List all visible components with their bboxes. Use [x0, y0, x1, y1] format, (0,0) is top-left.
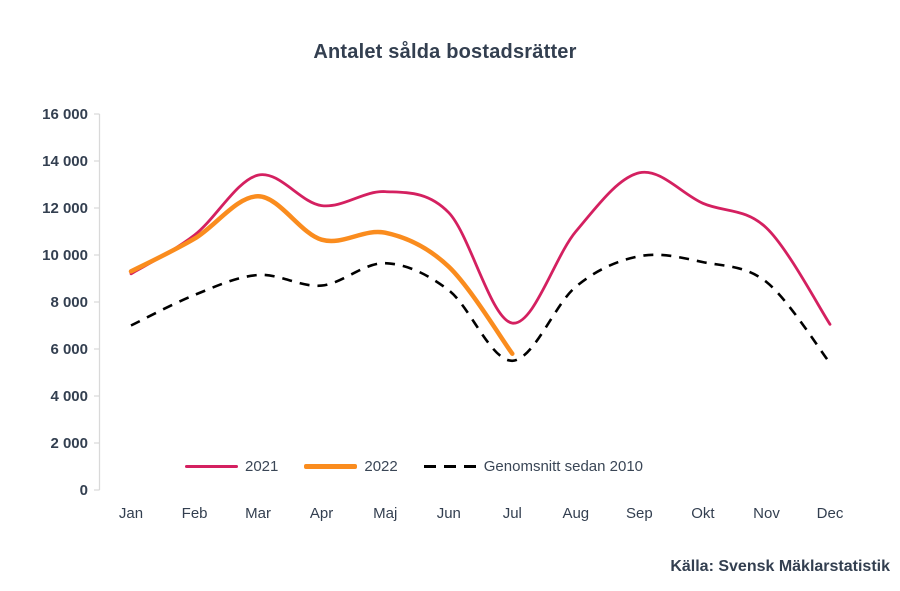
x-tick-label: Maj [373, 505, 397, 522]
x-tick-label: Jun [437, 505, 461, 522]
x-tick-label: Sep [626, 505, 653, 522]
y-tick-label: 4 000 [50, 388, 88, 405]
y-axis-labels: 0 2 000 4 000 6 000 8 000 10 000 12 000 14 000 1… [42, 106, 88, 499]
chart-legend: 2021 2022 Genomsnitt sedan 2010 [185, 457, 669, 475]
x-axis-labels: Jan Feb Mar Apr Maj Jun Jul Aug Sep Okt Nov Dec [119, 505, 844, 522]
y-tick-label: 10 000 [42, 247, 88, 264]
y-tick-label: 14 000 [42, 153, 88, 170]
x-tick-label: Dec [817, 505, 844, 522]
y-axis [94, 113, 101, 491]
y-tick-label: 16 000 [42, 106, 88, 123]
legend-label-average: Genomsnitt sedan 2010 [483, 457, 644, 475]
series-lines [128, 170, 832, 364]
x-tick-label: Nov [753, 505, 780, 522]
series-line-genomsnitt-sedan-2010 [130, 253, 832, 364]
legend-item-2022: 2022 [304, 457, 398, 475]
legend-line-2022-icon [304, 463, 358, 469]
x-tick-label: Feb [182, 505, 208, 522]
y-tick-label: 6 000 [50, 341, 88, 358]
chart-title: Antalet sålda bostadsrätter [313, 41, 577, 63]
legend-dashed-line-icon [423, 464, 477, 468]
x-tick-label: Aug [562, 505, 589, 522]
x-tick-label: Jan [119, 505, 143, 522]
x-tick-label: Apr [310, 505, 333, 522]
y-tick-label: 2 000 [50, 435, 88, 452]
x-tick-label: Mar [245, 505, 271, 522]
y-axis-line [94, 113, 101, 491]
legend-item-2021: 2021 [185, 458, 278, 475]
legend-label-2022: 2022 [364, 457, 398, 475]
series-line-2021 [129, 170, 832, 326]
y-tick-label: 12 000 [42, 200, 88, 217]
x-tick-label: Jul [503, 505, 522, 522]
y-tick-label: 8 000 [50, 294, 88, 311]
y-tick-label: 0 [80, 482, 88, 499]
source-note: Källa: Svensk Mäklarstatistik [670, 558, 890, 575]
legend-label-2021: 2021 [245, 457, 279, 475]
legend-item-average: Genomsnitt sedan 2010 [423, 457, 644, 475]
series-line-2022 [128, 194, 515, 356]
x-tick-label: Okt [691, 505, 715, 522]
legend-line-2021-icon [185, 464, 238, 468]
